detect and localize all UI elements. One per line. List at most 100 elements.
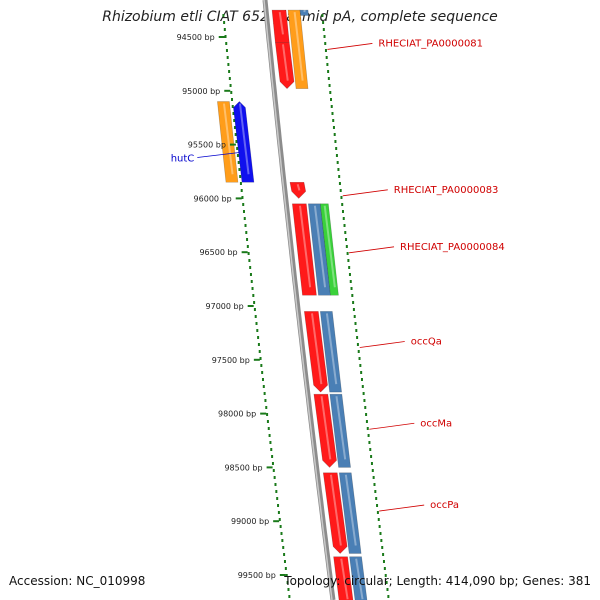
gene-shading <box>296 183 301 191</box>
inner-guide-dot <box>248 259 251 262</box>
inner-guide-dot <box>268 434 271 437</box>
outer-guide-dot <box>346 252 349 255</box>
inner-guide-dot <box>281 539 284 542</box>
inner-guide-dot <box>283 553 286 556</box>
inner-guide-dot <box>277 511 280 514</box>
outer-guide-dot <box>341 203 344 206</box>
gene-block <box>333 556 354 600</box>
outer-guide-dot <box>324 49 327 52</box>
outer-guide-dot <box>360 378 363 381</box>
outer-guide-dot <box>348 266 351 269</box>
outer-guide-dot <box>352 308 355 311</box>
inner-guide-dot <box>228 70 231 73</box>
outer-guide-dot <box>326 63 329 66</box>
outer-guide-dot <box>366 427 369 430</box>
inner-guide-dot <box>259 357 262 360</box>
outer-guide-dot <box>345 238 348 241</box>
outer-guide-dot <box>322 21 325 24</box>
plasmid-backbone <box>262 0 336 600</box>
inner-guide-dot <box>241 196 244 199</box>
gene-shading <box>335 396 347 460</box>
outer-guide-dot <box>335 154 338 157</box>
inner-guide-dot <box>288 595 291 598</box>
inner-guide-dot <box>244 224 247 227</box>
outer-guide-dot <box>357 350 360 353</box>
outer-guide-dot <box>365 420 368 423</box>
outer-guide-dot <box>329 91 332 94</box>
inner-guide-dot <box>242 210 245 213</box>
accession-text: Accession: NC_010998 <box>9 574 146 588</box>
inner-guide-dot <box>273 476 276 479</box>
inner-guide-dot <box>263 392 266 395</box>
inner-guide-dot <box>253 308 256 311</box>
inner-guide-dot <box>276 497 279 500</box>
gene-shading <box>281 44 289 81</box>
inner-guide-dot <box>266 420 269 423</box>
outer-guide-dot <box>363 399 366 402</box>
inner-guide-dot <box>264 399 267 402</box>
gene-shading <box>238 103 250 175</box>
inner-guide-dot <box>231 98 234 101</box>
inner-guide-dot <box>282 546 285 549</box>
inner-guide-dot <box>233 126 236 129</box>
outer-guide-dot <box>367 434 370 437</box>
outer-guide-dot <box>356 336 359 339</box>
outer-guide-dot <box>350 287 353 290</box>
tick-label: 99500 bp <box>238 571 276 580</box>
outer-guide-dot <box>365 413 368 416</box>
inner-guide-dot <box>257 336 260 339</box>
outer-guide-dot <box>332 126 335 129</box>
inner-guide-dot <box>269 441 272 444</box>
inner-guide-dot <box>249 266 252 269</box>
gene-label: occMa <box>420 418 452 429</box>
inner-guide-dot <box>229 84 232 87</box>
label-leader-line <box>379 504 425 512</box>
inner-guide-dot <box>224 35 227 38</box>
outer-guide-dot <box>375 497 378 500</box>
outer-guide-dot <box>338 182 341 185</box>
outer-guide-dot <box>337 168 340 171</box>
inner-guide-dot <box>237 161 240 164</box>
inner-guide-dot <box>253 301 256 304</box>
inner-guide-dot <box>284 567 287 570</box>
gene-shading <box>340 558 349 600</box>
outer-guide-dot <box>372 476 375 479</box>
inner-guide-dot <box>270 448 273 451</box>
outer-guide-dot <box>323 35 326 38</box>
outer-guide-dot <box>370 462 373 465</box>
gene-label: hutC <box>171 154 195 165</box>
gene-block <box>299 9 309 16</box>
label-leader-line <box>348 246 395 254</box>
inner-guide-dot <box>226 56 229 59</box>
outer-guide-dot <box>335 147 338 150</box>
gene-shading <box>323 205 336 288</box>
inner-guide-dot <box>232 112 235 115</box>
gene-block <box>217 101 239 183</box>
inner-guide-dot <box>252 294 255 297</box>
inner-guide-dot <box>257 343 260 346</box>
inner-guide-dot <box>239 175 242 178</box>
label-leader-line <box>197 152 240 158</box>
outer-guide-dot <box>338 175 341 178</box>
outer-guide-dot <box>360 371 363 374</box>
outer-guide-dot <box>383 567 386 570</box>
outer-guide-dot <box>348 273 351 276</box>
inner-guide-dot <box>227 63 230 66</box>
tick-label: 95000 bp <box>182 87 220 96</box>
inner-guide-dot <box>223 28 226 31</box>
outer-guide-dot <box>364 406 367 409</box>
gene-block <box>291 203 317 296</box>
gene-block <box>322 472 348 554</box>
outer-guide-dot <box>327 77 330 80</box>
plasmid-backbone-highlight <box>263 0 333 600</box>
inner-guide-dot <box>225 42 228 45</box>
inner-guide-dot <box>251 287 254 290</box>
inner-guide-dot <box>279 525 282 528</box>
inner-guide-dot <box>245 231 248 234</box>
gene-label: occPa <box>430 500 459 511</box>
outer-guide-dot <box>382 560 385 563</box>
label-leader-line <box>359 341 405 348</box>
outer-guide-dot <box>384 574 387 577</box>
gene-shading <box>313 205 327 288</box>
